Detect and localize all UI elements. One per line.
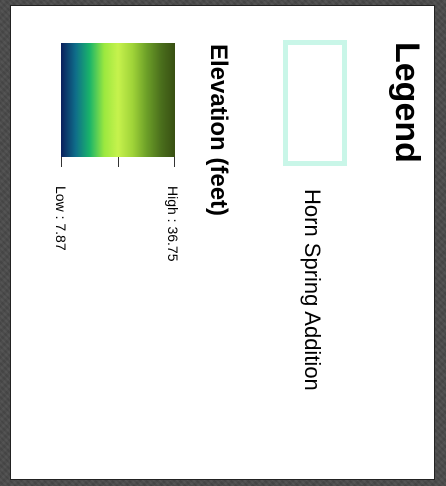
- elevation-low-label: Low : 7.87: [53, 186, 69, 251]
- ramp-tick-low: [61, 157, 62, 167]
- elevation-high-label: High : 36.75: [165, 186, 181, 262]
- ramp-tick-mid: [118, 157, 119, 167]
- legend-title: Legend: [388, 42, 426, 163]
- elevation-ramp-ticks: [61, 157, 175, 167]
- horn-spring-addition-label: Horn Spring Addition: [300, 189, 325, 391]
- ramp-tick-high: [174, 157, 175, 167]
- horn-spring-addition-swatch: [283, 40, 347, 166]
- legend-panel: Legend Horn Spring Addition Elevation (f…: [10, 5, 435, 480]
- elevation-title: Elevation (feet): [205, 44, 232, 217]
- elevation-color-ramp: [61, 43, 175, 157]
